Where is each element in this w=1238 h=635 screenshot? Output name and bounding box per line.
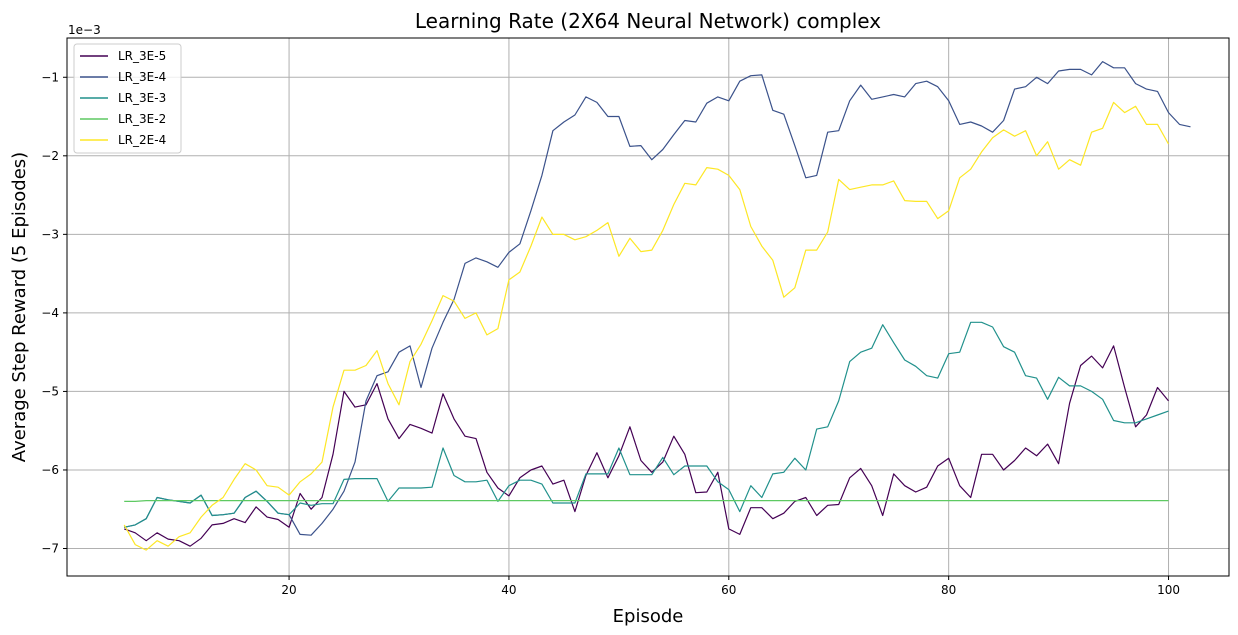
y-offset-label: 1e−3 (68, 23, 101, 37)
series-lines (123, 60, 1191, 551)
plot-frame (66, 37, 1230, 577)
y-tick-label: −7 (41, 542, 59, 556)
x-tick-label: 40 (501, 583, 516, 597)
y-axis-label: Average Step Reward (5 Episodes) (9, 152, 30, 462)
legend-entry-label: LR_3E-2 (118, 112, 166, 126)
legend-entry-label: LR_3E-5 (118, 49, 166, 63)
y-tick-label: −3 (41, 227, 59, 241)
legend-entry-label: LR_3E-3 (118, 91, 166, 105)
y-tick-label: −4 (41, 306, 59, 320)
y-tick-label: −1 (41, 70, 59, 84)
x-tick-label: 100 (1157, 583, 1180, 597)
legend-entry-label: LR_3E-4 (118, 70, 166, 84)
x-tick-label: 60 (721, 583, 736, 597)
grid (67, 38, 1229, 576)
ticks: 20 40 60 80 100 −7 −6 −5 −4 −3 −2 −1 (41, 70, 1180, 597)
y-tick-label: −2 (41, 149, 59, 163)
series-line-lr-3e-2 (124, 500, 1169, 502)
series-line-lr-3e-3 (124, 321, 1169, 528)
y-tick-label: −5 (41, 384, 59, 398)
series-line-lr-2e-4 (123, 101, 1170, 551)
x-axis-label: Episode (613, 606, 684, 627)
x-tick-label: 80 (941, 583, 956, 597)
legend-box (73, 43, 182, 154)
legend-entry-label: LR_2E-4 (118, 133, 166, 147)
x-tick-label: 20 (281, 583, 296, 597)
y-tick-label: −6 (41, 463, 59, 477)
legend: LR_3E-5 LR_3E-4 LR_3E-3 LR_3E-2 LR_2E-4 (73, 43, 182, 154)
series-line-lr-3e-5 (123, 345, 1169, 547)
chart-title: Learning Rate (2X64 Neural Network) comp… (415, 9, 881, 33)
series-line-lr-3e-4 (124, 60, 1191, 536)
